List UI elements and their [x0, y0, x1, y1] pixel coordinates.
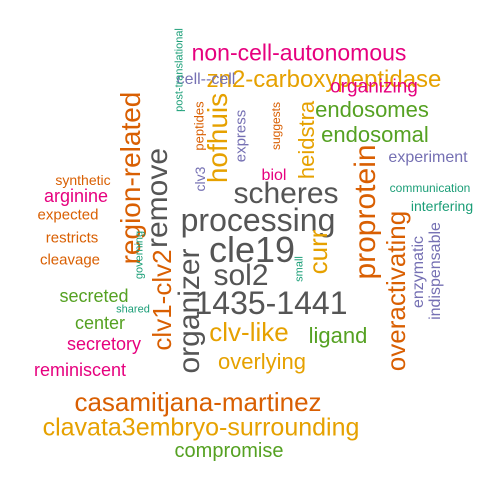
- word-endosomes: endosomes: [315, 97, 429, 122]
- word-express: express: [232, 109, 250, 163]
- word-communication: communication: [389, 181, 471, 195]
- word-zn2-carboxypeptidase: zn2-carboxypeptidase: [206, 66, 442, 93]
- word-small: small: [293, 256, 306, 282]
- word-center: center: [74, 313, 126, 333]
- word-secretory: secretory: [66, 334, 142, 354]
- word-organizer: organizer: [173, 248, 206, 374]
- word-cell-cell: cell--cell: [176, 71, 236, 88]
- word-post-translational: post-translational: [173, 28, 186, 112]
- word-organizing: organizing: [330, 76, 418, 98]
- word-governing: governing: [133, 230, 146, 280]
- word-synthetic: synthetic: [55, 172, 111, 188]
- word-enzymatic: enzymatic: [410, 235, 427, 309]
- word-casamitjana-martinez: casamitjana-martinez: [74, 387, 322, 417]
- word-scheres: scheres: [233, 177, 339, 210]
- word-biol: biol: [261, 167, 287, 184]
- word-cleavage: cleavage: [39, 251, 101, 269]
- word-restricts: restricts: [45, 229, 99, 247]
- word-ligand: ligand: [308, 323, 368, 348]
- word-interfering: interfering: [410, 198, 474, 214]
- word-heidstra: heidstra: [294, 100, 319, 180]
- word-clv-like: clv-like: [209, 317, 289, 347]
- word-clavata3embryo-surrounding: clavata3embryo-surrounding: [42, 413, 360, 442]
- word-overactivating: overactivating: [381, 210, 411, 372]
- word-experiment: experiment: [388, 149, 468, 166]
- word-cle19: cle19: [208, 229, 296, 270]
- word-sol2: sol2: [213, 259, 269, 292]
- word-remove: remove: [141, 147, 174, 249]
- word-endosomal: endosomal: [321, 122, 429, 147]
- word-clv1-clv2: clv1-clv2: [147, 249, 177, 351]
- word-processing: processing: [180, 202, 336, 238]
- word-secreted: secreted: [59, 286, 129, 306]
- word-compromise: compromise: [174, 440, 284, 462]
- word-1435-1441: 1435-1441: [194, 285, 348, 321]
- word-shared: shared: [116, 303, 150, 316]
- word-suggests: suggests: [269, 101, 283, 151]
- word-clv3: clv3: [192, 166, 208, 192]
- word-indispensable: indispensable: [427, 222, 444, 320]
- word-hofhuis: hofhuis: [202, 92, 233, 184]
- word-curr: curr: [303, 229, 333, 275]
- word-reminiscent: reminiscent: [33, 360, 127, 380]
- word-overlying: overlying: [217, 349, 307, 374]
- word-non-cell-autonomous: non-cell-autonomous: [191, 39, 407, 66]
- word-expected: expected: [37, 206, 99, 224]
- word-arginine: arginine: [43, 186, 109, 206]
- word-proprotein: proprotein: [349, 144, 382, 280]
